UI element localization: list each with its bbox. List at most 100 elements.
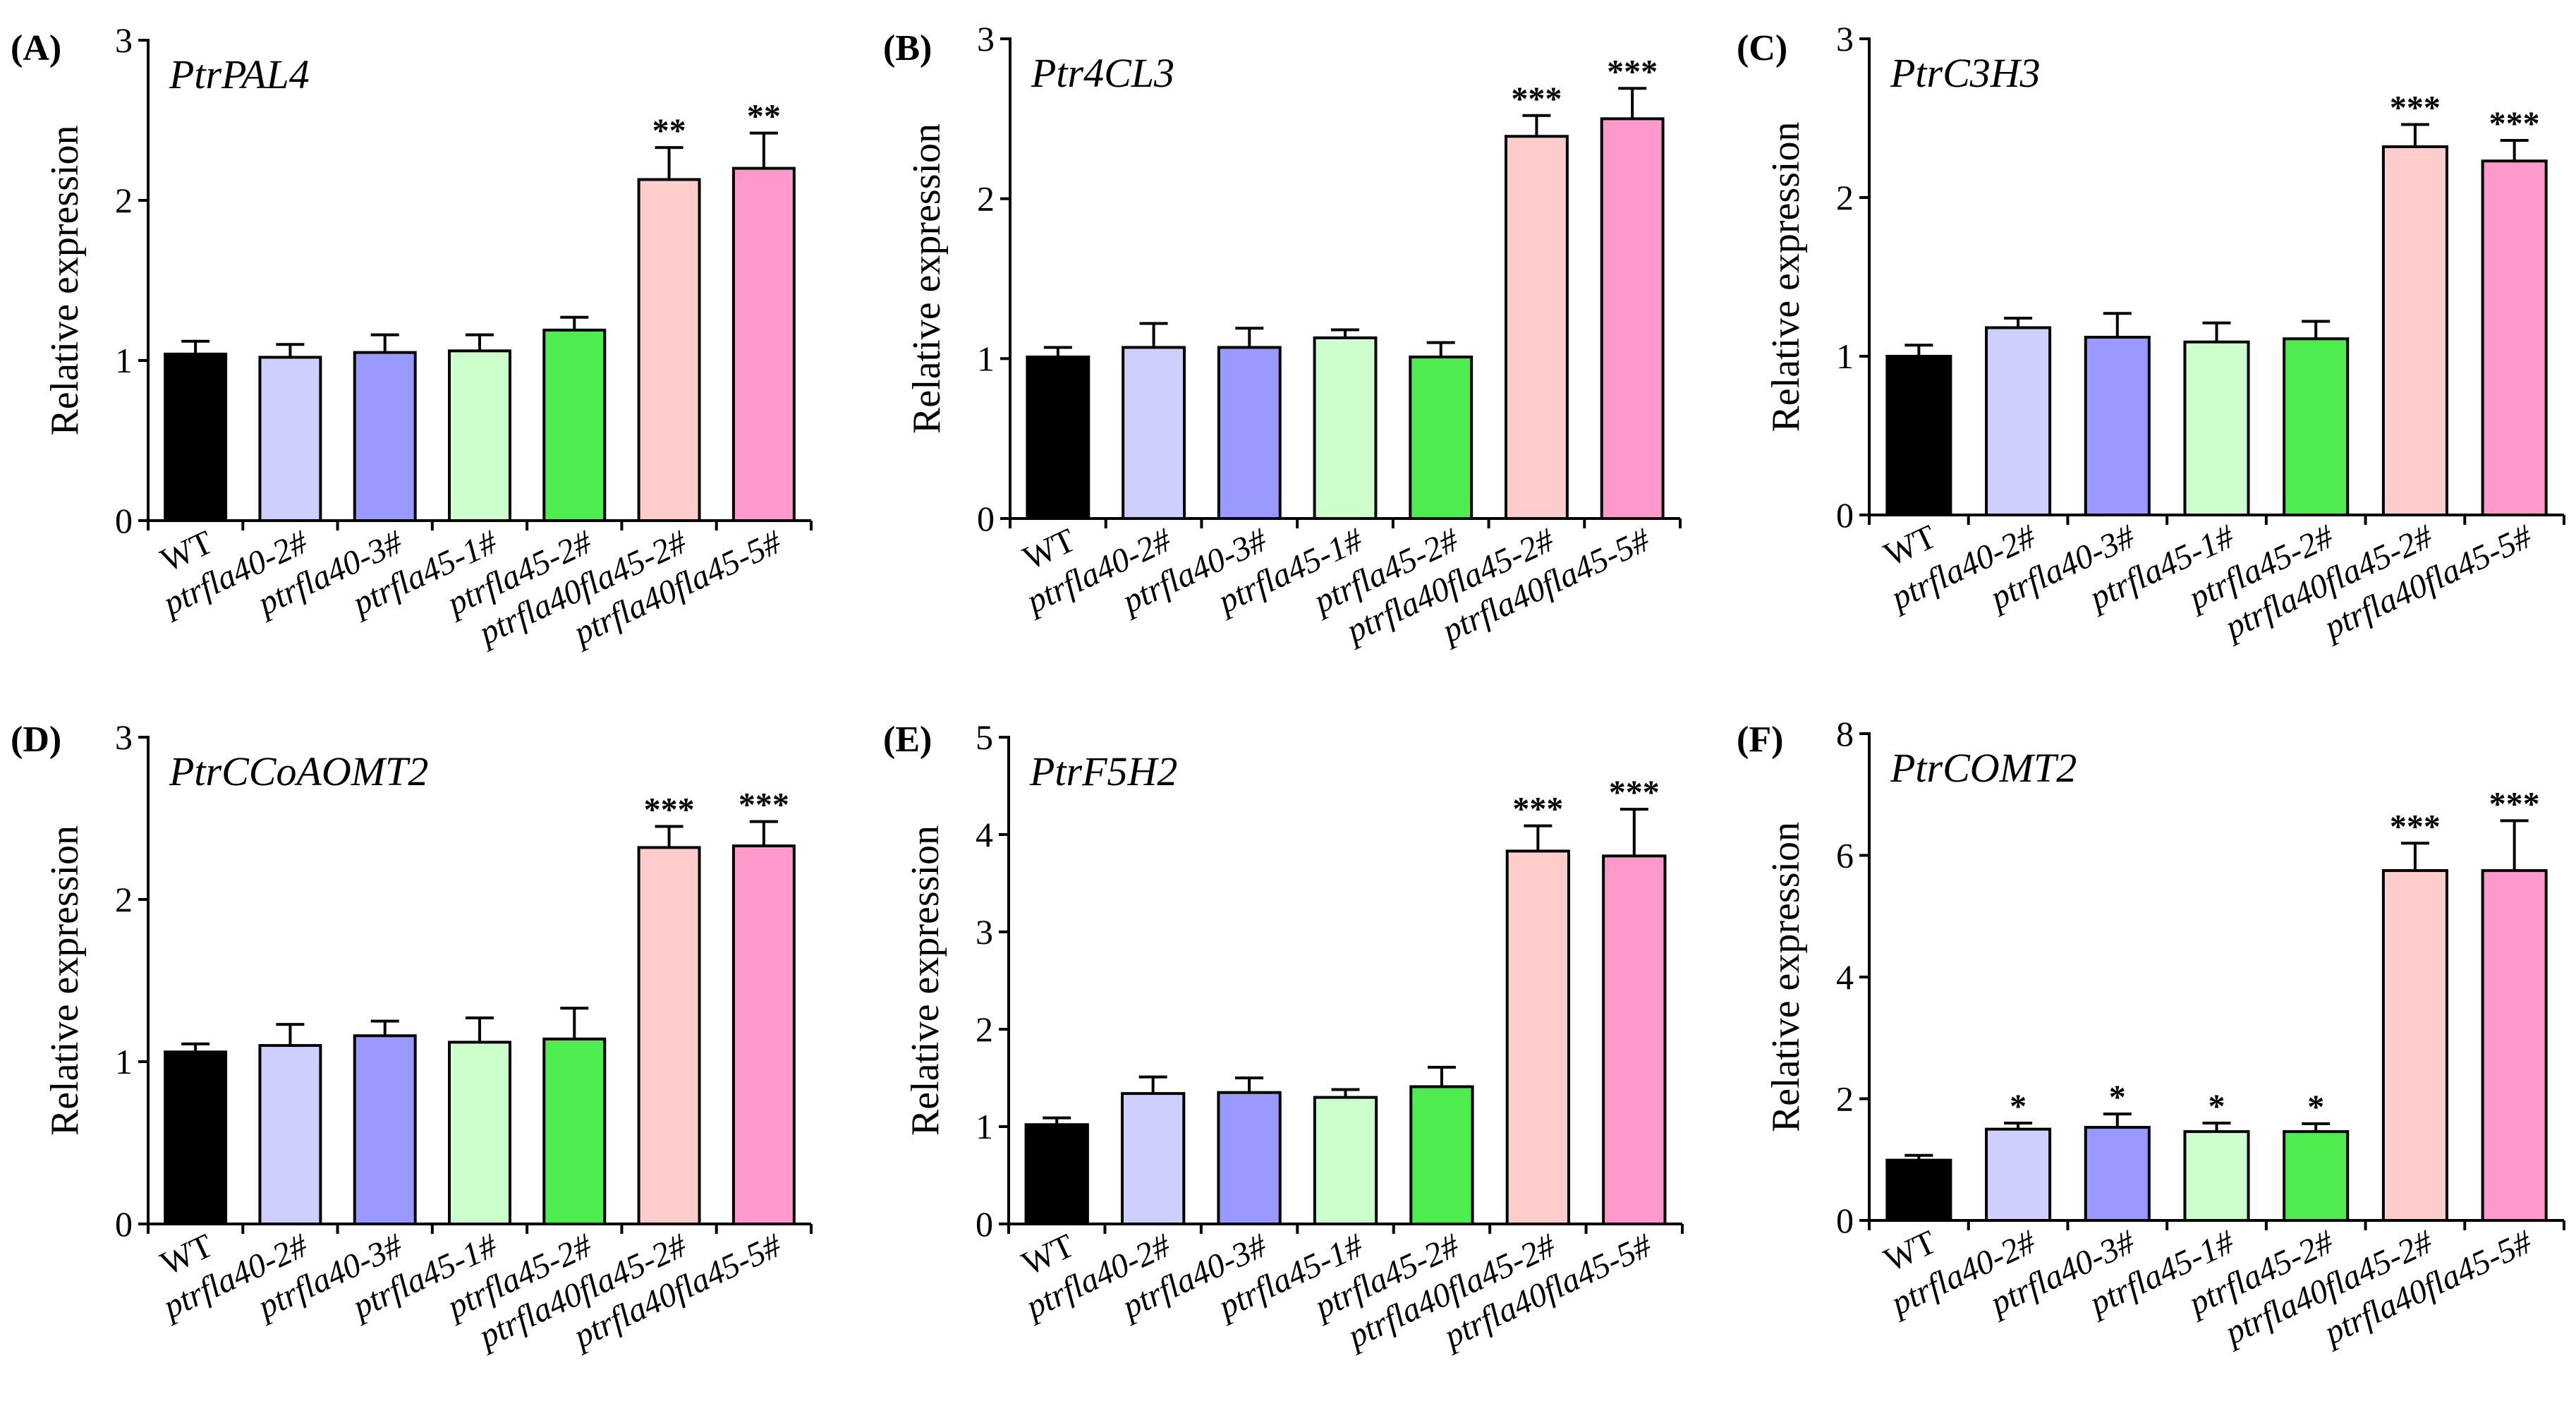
bar-ptrfla40-2 bbox=[1985, 1127, 2052, 1222]
bar-ptrfla40fla45-5 bbox=[1600, 117, 1665, 521]
y-tick-label: 2 bbox=[115, 880, 133, 919]
bar-ptrfla45-2 bbox=[542, 328, 607, 522]
y-tick-label: 5 bbox=[976, 717, 993, 757]
bar-ptrfla40-2 bbox=[258, 356, 322, 522]
bar-ptrfla40-3 bbox=[2084, 1126, 2151, 1222]
significance-mark: ** bbox=[652, 112, 686, 150]
y-tick-label: 1 bbox=[976, 1107, 993, 1146]
y-tick-label: 0 bbox=[1836, 1201, 1854, 1240]
bar-ptrfla40fla45-2 bbox=[1505, 849, 1571, 1225]
bar-ptrfla45-1 bbox=[2183, 340, 2250, 516]
y-tick-label: 1 bbox=[977, 339, 995, 378]
bar-wt bbox=[164, 1050, 228, 1225]
y-axis-label: Relative expression bbox=[905, 123, 949, 434]
panel-label: (D) bbox=[11, 720, 61, 760]
chart-title: PtrC3H3 bbox=[1890, 50, 2041, 96]
bar-ptrfla40fla45-5 bbox=[2481, 869, 2548, 1222]
bar-ptrfla40-3 bbox=[353, 351, 417, 522]
y-tick-label: 0 bbox=[115, 501, 133, 540]
significance-mark: *** bbox=[1512, 791, 1563, 828]
significance-mark: *** bbox=[1511, 80, 1562, 118]
bar-ptrfla40-2 bbox=[1120, 1092, 1186, 1225]
significance-mark: *** bbox=[2489, 785, 2540, 823]
significance-mark: *** bbox=[739, 787, 789, 824]
significance-mark: *** bbox=[2390, 90, 2441, 127]
y-tick-label: 3 bbox=[115, 20, 133, 60]
y-tick-label: 2 bbox=[977, 179, 995, 219]
bar-ptrfla45-2 bbox=[542, 1037, 607, 1226]
bar-ptrfla45-2 bbox=[1409, 356, 1474, 521]
y-tick-label: 0 bbox=[977, 499, 995, 538]
y-tick-label: 2 bbox=[115, 181, 133, 220]
bar-ptrfla40fla45-5 bbox=[731, 844, 796, 1225]
significance-mark: *** bbox=[2489, 105, 2540, 142]
y-axis-label: Relative expression bbox=[43, 125, 87, 435]
y-tick-label: 4 bbox=[1836, 957, 1854, 997]
significance-mark: *** bbox=[2390, 808, 2441, 845]
bar-ptrfla45-1 bbox=[2183, 1130, 2250, 1222]
significance-mark: * bbox=[2307, 1089, 2324, 1126]
y-tick-label: 1 bbox=[1836, 336, 1854, 376]
bar-ptrfla45-1 bbox=[448, 349, 511, 522]
bar-ptrfla40fla45-5 bbox=[731, 166, 796, 522]
chart-title: PtrCCoAOMT2 bbox=[169, 748, 428, 794]
significance-mark: ** bbox=[747, 98, 781, 135]
bar-ptrfla40-2 bbox=[1985, 326, 2052, 516]
bar-ptrfla40fla45-2 bbox=[637, 178, 701, 523]
bar-wt bbox=[164, 352, 228, 523]
chart-title: Ptr4CL3 bbox=[1031, 50, 1174, 96]
bar-ptrfla40-3 bbox=[1217, 1091, 1282, 1225]
bar-ptrfla40fla45-2 bbox=[2381, 145, 2448, 516]
y-tick-label: 2 bbox=[1836, 1079, 1854, 1119]
y-axis-label: Relative expression bbox=[1764, 822, 1808, 1132]
y-tick-label: 4 bbox=[976, 815, 993, 854]
y-tick-label: 8 bbox=[1836, 714, 1854, 753]
y-tick-label: 0 bbox=[1836, 495, 1854, 535]
significance-mark: *** bbox=[1607, 53, 1658, 90]
bar-wt bbox=[1885, 1158, 1952, 1223]
bar-ptrfla40-2 bbox=[1122, 346, 1186, 521]
y-axis-label: Relative expression bbox=[1764, 121, 1808, 432]
bar-ptrfla45-2 bbox=[1409, 1085, 1474, 1226]
y-tick-label: 3 bbox=[976, 912, 993, 952]
bar-ptrfla40fla45-5 bbox=[1602, 854, 1667, 1225]
bar-ptrfla40-3 bbox=[353, 1034, 417, 1225]
bar-ptrfla45-1 bbox=[1313, 1096, 1378, 1225]
chart-title: PtrCOMT2 bbox=[1890, 745, 2077, 791]
y-tick-label: 3 bbox=[115, 717, 133, 757]
bar-ptrfla40fla45-2 bbox=[637, 846, 701, 1225]
y-tick-label: 3 bbox=[977, 19, 995, 59]
panel-label: (C) bbox=[1737, 28, 1787, 68]
bar-ptrfla40-3 bbox=[1217, 346, 1282, 521]
panel-label: (A) bbox=[11, 28, 61, 68]
bar-ptrfla40-3 bbox=[2084, 336, 2151, 516]
y-axis-label: Relative expression bbox=[904, 825, 947, 1136]
chart-title: PtrF5H2 bbox=[1029, 748, 1177, 794]
y-tick-label: 1 bbox=[115, 341, 133, 380]
bar-ptrfla40fla45-5 bbox=[2481, 159, 2548, 516]
y-tick-label: 2 bbox=[976, 1009, 993, 1049]
bar-ptrfla45-1 bbox=[448, 1041, 511, 1226]
bar-ptrfla45-2 bbox=[2283, 337, 2350, 516]
y-axis-label: Relative expression bbox=[43, 825, 87, 1136]
y-tick-label: 3 bbox=[1836, 19, 1854, 59]
chart-title: PtrPAL4 bbox=[169, 51, 310, 97]
bar-ptrfla40fla45-2 bbox=[2381, 869, 2448, 1222]
y-tick-label: 2 bbox=[1836, 178, 1854, 217]
panel-label: (B) bbox=[883, 28, 932, 68]
bar-wt bbox=[1026, 356, 1090, 521]
bar-ptrfla40-2 bbox=[258, 1044, 322, 1225]
y-tick-label: 0 bbox=[115, 1204, 133, 1244]
bar-ptrfla45-2 bbox=[2283, 1130, 2350, 1222]
y-tick-label: 6 bbox=[1836, 836, 1854, 875]
significance-mark: * bbox=[2209, 1088, 2225, 1125]
significance-mark: *** bbox=[644, 792, 695, 829]
panel-label: (E) bbox=[883, 720, 932, 760]
significance-mark: *** bbox=[1609, 774, 1660, 811]
